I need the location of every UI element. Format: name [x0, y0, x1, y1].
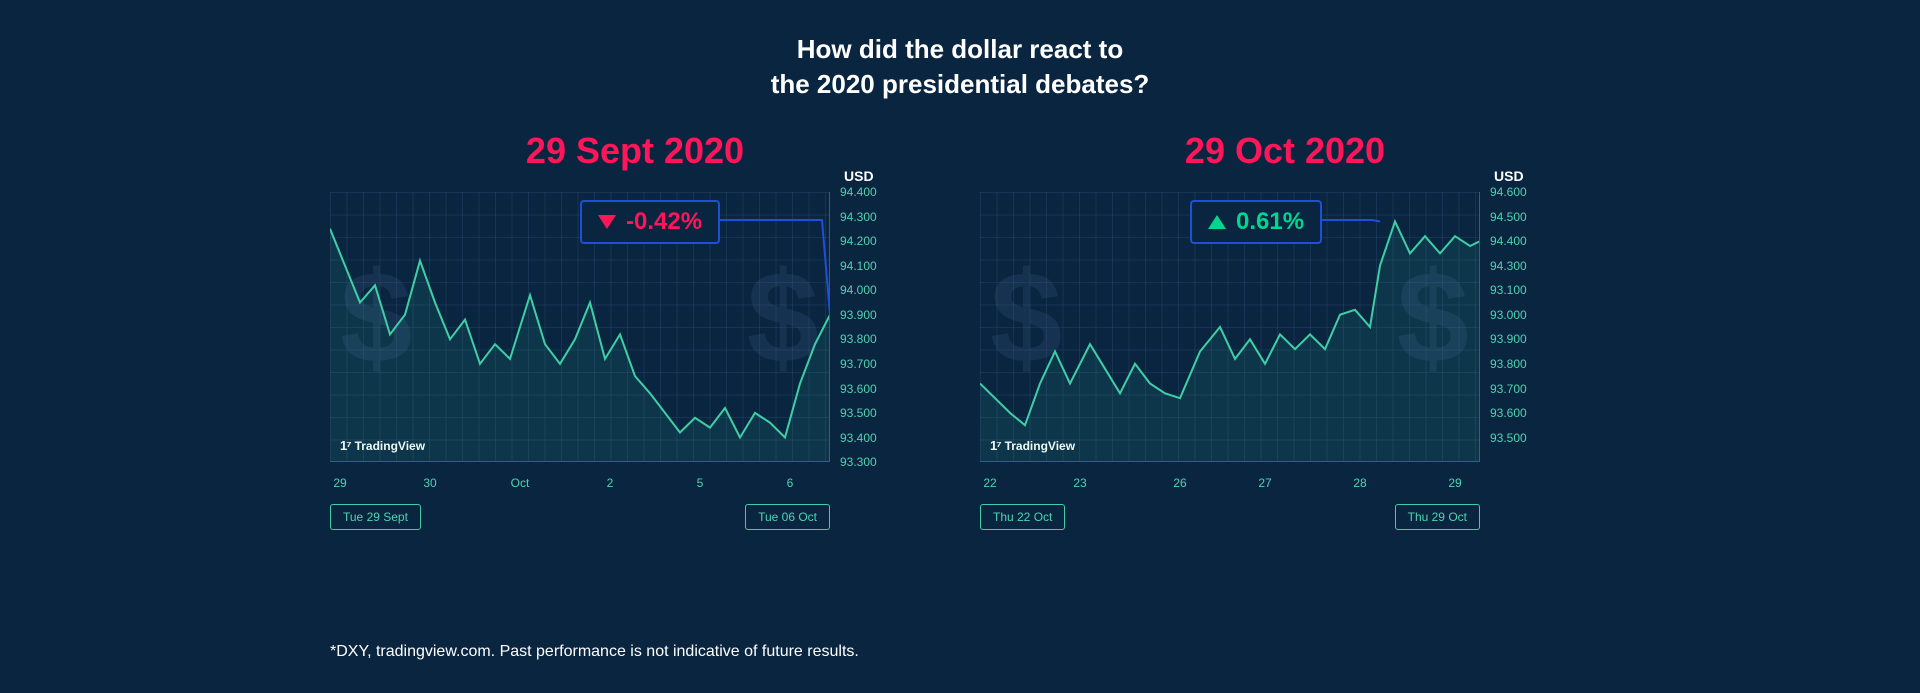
- chart-wrap: $ $ 1⁷ TradingView 0.61% 222326272829 Th…: [980, 192, 1590, 462]
- triangle-up-icon: [1208, 215, 1226, 229]
- y-tick-label: 94.200: [840, 235, 877, 247]
- date-range-boxes: Tue 29 Sept Tue 06 Oct: [330, 504, 830, 530]
- x-axis: 29 30 Oct 2 5 6: [330, 474, 830, 496]
- date-box-start: Tue 29 Sept: [330, 504, 421, 530]
- y-tick-label: 93.900: [840, 309, 877, 321]
- y-tick-label: 93.500: [840, 407, 877, 419]
- plot-outer: $ $ 1⁷ TradingView -0.42% 2930Oct256 Tue…: [330, 192, 830, 462]
- y-tick-label: 93.600: [1490, 407, 1527, 419]
- y-tick-label: 93.000: [1490, 309, 1527, 321]
- change-badge: 0.61%: [1190, 200, 1322, 244]
- y-tick-label: 93.500: [1490, 432, 1527, 444]
- y-tick-label: 94.400: [1490, 235, 1527, 247]
- y-axis-title: USD: [844, 168, 874, 184]
- y-tick-label: 93.900: [1490, 333, 1527, 345]
- date-box-end: Thu 29 Oct: [1395, 504, 1480, 530]
- x-tick-label: 2: [607, 476, 614, 490]
- y-tick-label: 94.600: [1490, 186, 1527, 198]
- date-box-end: Tue 06 Oct: [745, 504, 830, 530]
- chart-date-heading: 29 Oct 2020: [980, 130, 1590, 172]
- title-line-2: the 2020 presidential debates?: [0, 67, 1920, 102]
- y-tick-label: 93.700: [1490, 383, 1527, 395]
- y-tick-label: 93.400: [840, 432, 877, 444]
- y-tick-label: 94.300: [840, 211, 877, 223]
- chart-panel-left: 29 Sept 2020 $ $ 1⁷ TradingView -0.42% 2…: [330, 130, 940, 462]
- y-tick-label: 94.400: [840, 186, 877, 198]
- plot-outer: $ $ 1⁷ TradingView 0.61% 222326272829 Th…: [980, 192, 1480, 462]
- x-axis: 22 23 26 27 28 29: [980, 474, 1480, 496]
- x-tick-label: 22: [983, 476, 996, 490]
- disclaimer-text: *DXY, tradingview.com. Past performance …: [330, 643, 859, 661]
- page-title: How did the dollar react to the 2020 pre…: [0, 0, 1920, 102]
- x-tick-label: 30: [423, 476, 436, 490]
- x-tick-label: 29: [1448, 476, 1461, 490]
- y-tick-label: 93.300: [840, 456, 877, 468]
- y-tick-label: 94.500: [1490, 211, 1527, 223]
- title-line-1: How did the dollar react to: [0, 32, 1920, 67]
- x-tick-label: 28: [1353, 476, 1366, 490]
- x-tick-label: 5: [697, 476, 704, 490]
- charts-row: 29 Sept 2020 $ $ 1⁷ TradingView -0.42% 2…: [0, 130, 1920, 462]
- y-tick-label: 94.100: [840, 260, 877, 272]
- y-tick-label: 93.700: [840, 358, 877, 370]
- y-tick-label: 93.800: [840, 333, 877, 345]
- x-tick-label: 29: [333, 476, 346, 490]
- chart-panel-right: 29 Oct 2020 $ $ 1⁷ TradingView 0.61% 222…: [980, 130, 1590, 462]
- chart-wrap: $ $ 1⁷ TradingView -0.42% 2930Oct256 Tue…: [330, 192, 940, 462]
- x-tick-label: Oct: [511, 476, 530, 490]
- triangle-down-icon: [598, 215, 616, 229]
- x-tick-label: 23: [1073, 476, 1086, 490]
- chart-date-heading: 29 Sept 2020: [330, 130, 940, 172]
- y-axis-title: USD: [1494, 168, 1524, 184]
- y-tick-label: 94.000: [840, 284, 877, 296]
- x-tick-label: 27: [1258, 476, 1271, 490]
- date-range-boxes: Thu 22 Oct Thu 29 Oct: [980, 504, 1480, 530]
- y-tick-label: 93.800: [1490, 358, 1527, 370]
- y-tick-label: 93.100: [1490, 284, 1527, 296]
- x-tick-label: 26: [1173, 476, 1186, 490]
- change-badge: -0.42%: [580, 200, 720, 244]
- change-value: 0.61%: [1236, 208, 1304, 236]
- x-tick-label: 6: [787, 476, 794, 490]
- y-tick-label: 93.600: [840, 383, 877, 395]
- date-box-start: Thu 22 Oct: [980, 504, 1065, 530]
- y-tick-label: 94.300: [1490, 260, 1527, 272]
- change-value: -0.42%: [626, 208, 702, 236]
